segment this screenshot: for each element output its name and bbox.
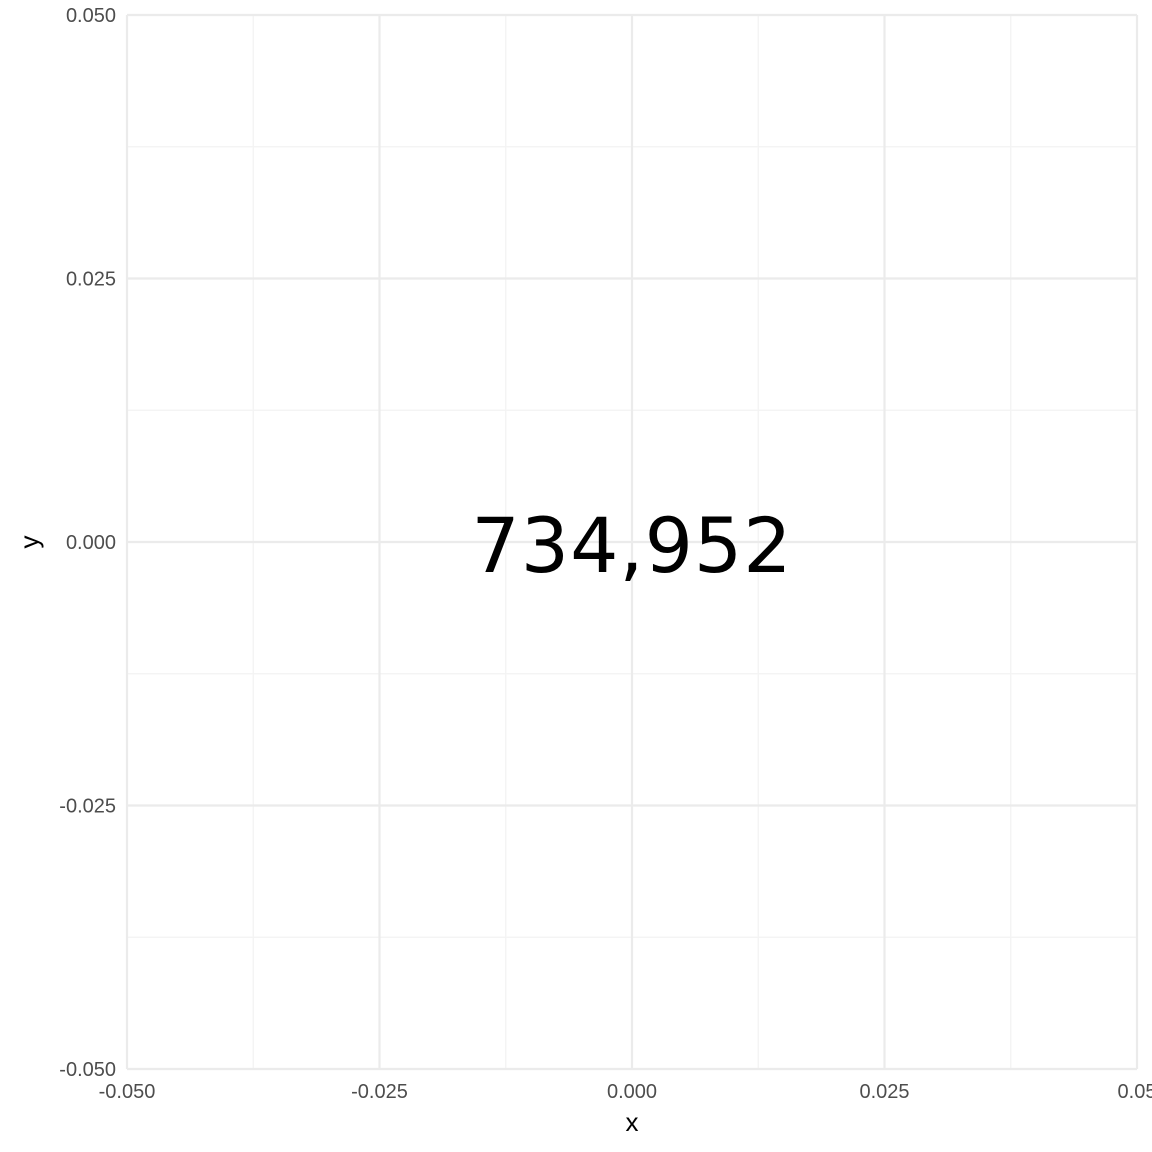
x-tick-label: 0.000 xyxy=(607,1081,657,1103)
y-tick-label: 0.025 xyxy=(66,269,116,291)
x-tick-label: -0.025 xyxy=(351,1081,408,1103)
x-tick-label: -0.050 xyxy=(99,1081,156,1103)
y-tick-label: -0.025 xyxy=(59,796,116,818)
x-tick-label: 0.025 xyxy=(859,1081,909,1103)
x-tick-label: 0.05 xyxy=(1118,1081,1152,1103)
y-tick-label: -0.050 xyxy=(59,1059,116,1081)
x-axis-ticks: -0.050 -0.025 0.000 0.025 0.05 xyxy=(99,1081,1152,1103)
y-axis-title: y xyxy=(14,536,44,549)
grid-major xyxy=(125,13,1139,1071)
x-axis-title: x xyxy=(626,1107,639,1137)
annotation-label: 734,952 xyxy=(471,501,792,590)
annotations: 734,952 xyxy=(471,501,792,590)
y-axis-ticks: -0.050 -0.025 0.000 0.025 0.050 xyxy=(59,5,116,1081)
y-tick-label: 0.000 xyxy=(66,532,116,554)
y-tick-label: 0.050 xyxy=(66,5,116,27)
